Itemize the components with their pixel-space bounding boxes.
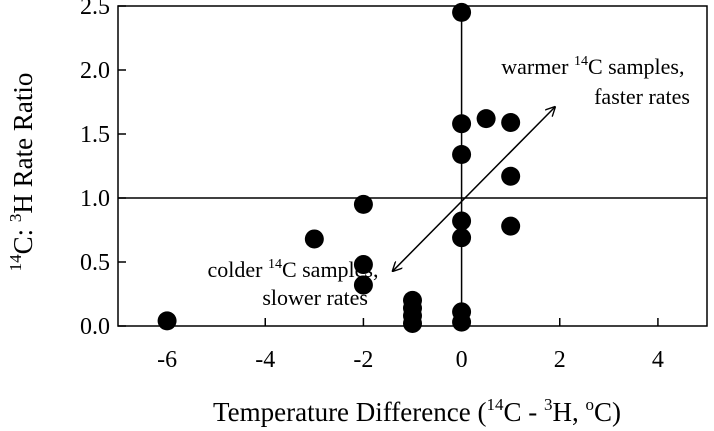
data-points [157,2,521,333]
annotation-warmer: warmer 14C samples, faster rates [501,54,690,109]
data-point [304,229,324,249]
y-tick-label: 2.5 [80,0,110,20]
data-point [452,228,472,248]
trend-arrow [393,107,555,271]
y-axis: 0.0 0.5 1.0 1.5 2.0 2.5 [80,0,126,340]
y-tick-label: 0.5 [80,250,110,276]
data-point [452,312,472,332]
data-point [476,109,496,129]
x-tick-label: -6 [157,347,177,373]
data-point [501,216,521,236]
data-point [452,2,472,22]
data-point [501,112,521,132]
y-axis-title: 14C: 3H Rate Ratio [6,73,38,272]
x-tick-label: 2 [554,347,566,373]
data-point [353,194,373,214]
data-point [353,255,373,275]
y-tick-label: 2.0 [80,58,110,84]
data-point [452,211,472,231]
x-axis-title: Temperature Difference (14C - 3H, oC) [213,395,621,427]
x-tick-label: -2 [353,347,373,373]
x-tick-label: -4 [255,347,275,373]
y-tick-label: 1.0 [80,186,110,212]
annotation-colder: colder 14C samples, slower rates [207,257,384,310]
x-tick-label: 4 [652,347,664,373]
data-point [452,114,472,134]
data-point [157,311,177,331]
y-tick-label: 0.0 [80,314,110,340]
x-tick-label: 0 [456,347,468,373]
data-point [353,275,373,295]
data-point [403,313,422,333]
y-tick-label: 1.5 [80,122,110,148]
data-point [452,144,472,164]
data-point [501,166,521,186]
x-axis: -6 -4 -2 0 2 4 [157,318,664,373]
